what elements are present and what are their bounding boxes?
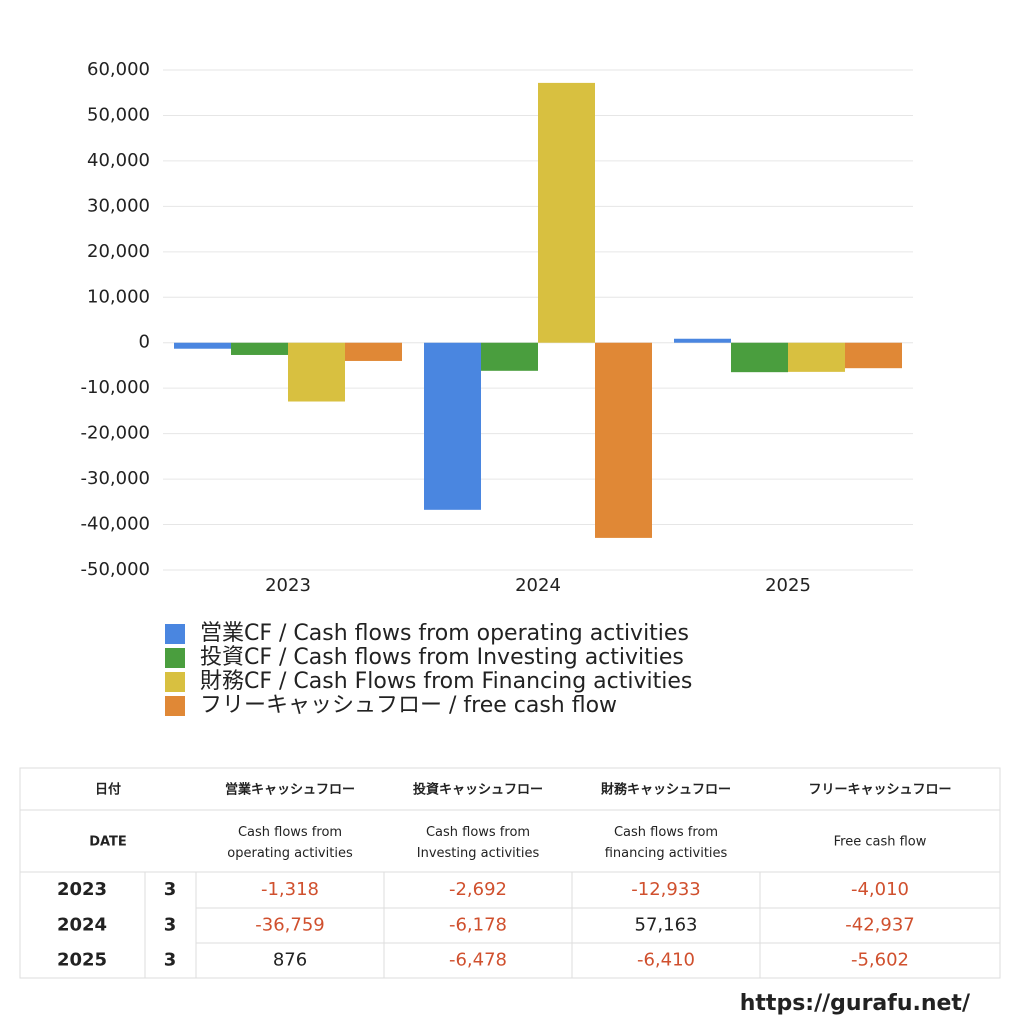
bar <box>845 342 902 369</box>
bar <box>538 82 595 343</box>
bar <box>788 342 845 372</box>
x-tick-label: 2024 <box>515 575 561 596</box>
table-cell: -1,318 <box>261 879 319 900</box>
header-line: Cash flows from <box>426 825 530 840</box>
table-cell: 3 <box>164 950 177 971</box>
table-header: Cash flows from operating activities <box>227 825 353 861</box>
table-cell: 2024 <box>57 915 107 936</box>
x-tick-label: 2025 <box>765 575 811 596</box>
table-cell: 57,163 <box>635 915 698 936</box>
bar <box>481 342 538 371</box>
table-cell: 876 <box>273 950 307 971</box>
table-cell: -6,478 <box>449 950 507 971</box>
footer-url: https://gurafu.net/ <box>740 991 971 1016</box>
bar <box>731 342 788 373</box>
y-tick-label: 10,000 <box>87 286 150 307</box>
legend-swatch <box>165 672 185 692</box>
bar <box>595 342 652 538</box>
y-tick-label: -40,000 <box>81 514 150 535</box>
table-cell: -5,602 <box>851 950 909 971</box>
table-cell: -42,937 <box>845 915 914 936</box>
header-line: operating activities <box>227 846 353 861</box>
y-tick-label: 20,000 <box>87 241 150 262</box>
bar <box>674 338 731 343</box>
header-line: Cash flows from <box>238 825 342 840</box>
bar <box>231 342 288 355</box>
legend-label: 投資CF / Cash flows from Investing activit… <box>200 645 684 670</box>
table-header: Free cash flow <box>834 835 927 850</box>
table-header: Cash flows from Investing activities <box>417 825 540 861</box>
legend-swatch <box>165 648 185 668</box>
table-cell: 3 <box>164 915 177 936</box>
bar <box>288 342 345 402</box>
table-cell: -12,933 <box>631 879 700 900</box>
legend-label: 財務CF / Cash Flows from Financing activit… <box>200 669 692 694</box>
table-cell: -4,010 <box>851 879 909 900</box>
table-header: 投資キャッシュフロー <box>413 782 543 798</box>
header-line: financing activities <box>605 846 728 861</box>
bar <box>345 342 402 361</box>
legend-swatch <box>165 624 185 644</box>
table-cell: -6,410 <box>637 950 695 971</box>
y-tick-label: 40,000 <box>87 150 150 171</box>
bar <box>174 342 231 349</box>
y-tick-label: 30,000 <box>87 195 150 216</box>
table-header: DATE <box>89 835 127 850</box>
legend-label: フリーキャッシュフロー / free cash flow <box>200 693 617 718</box>
table-header: 日付 <box>95 782 121 798</box>
y-tick-label: 0 <box>139 332 150 353</box>
x-tick-label: 2023 <box>265 575 311 596</box>
y-tick-label: 50,000 <box>87 104 150 125</box>
y-tick-label: -20,000 <box>81 423 150 444</box>
y-tick-label: -50,000 <box>81 559 150 580</box>
legend-label: 営業CF / Cash flows from operating activit… <box>200 621 689 646</box>
table-header: フリーキャッシュフロー <box>808 783 951 798</box>
table-header: 財務キャッシュフロー <box>600 782 731 798</box>
header-line: Investing activities <box>417 846 540 861</box>
legend-swatch <box>165 696 185 716</box>
table-cell: -6,178 <box>449 915 507 936</box>
bar <box>424 342 481 510</box>
table-header: Cash flows from financing activities <box>605 825 728 861</box>
table-frame <box>19 767 1001 979</box>
table-cell: 3 <box>164 879 177 900</box>
table-cell: 2025 <box>57 950 107 971</box>
table-header: 営業キャッシュフロー <box>225 782 355 798</box>
y-tick-label: 60,000 <box>87 59 150 80</box>
header-line: Cash flows from <box>614 825 718 840</box>
y-tick-label: -10,000 <box>81 377 150 398</box>
y-tick-label: -30,000 <box>81 468 150 489</box>
table-cell: 2023 <box>57 879 107 900</box>
table-cell: -36,759 <box>255 915 324 936</box>
table-cell: -2,692 <box>449 879 507 900</box>
